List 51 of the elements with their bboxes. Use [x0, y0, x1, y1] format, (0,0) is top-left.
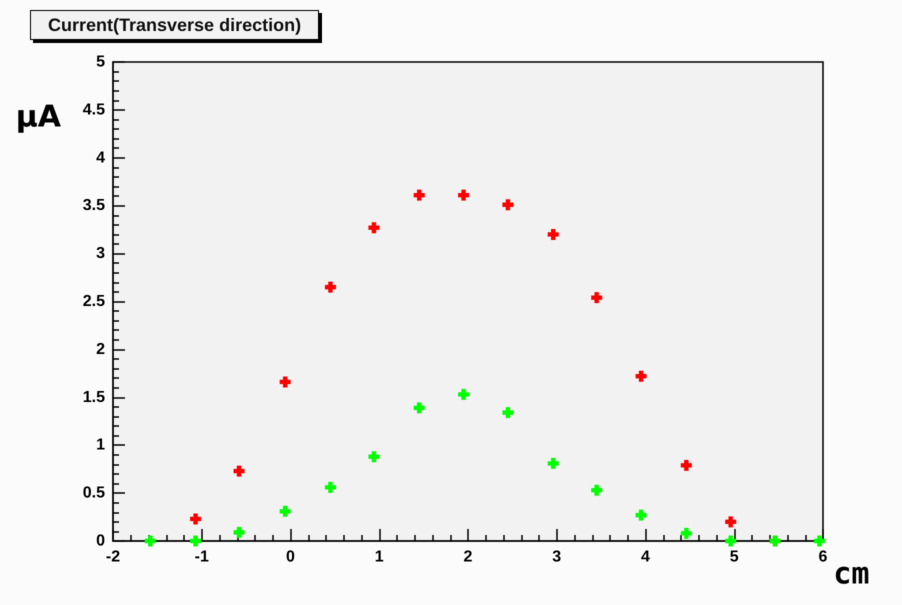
point	[548, 228, 559, 240]
point	[324, 282, 336, 293]
point	[280, 506, 291, 517]
x-tick-label: -1	[194, 548, 209, 566]
point	[548, 458, 559, 469]
x-tick-label: 6	[818, 548, 828, 566]
point	[814, 536, 825, 546]
point	[368, 222, 380, 234]
point	[636, 370, 647, 382]
y-tick-label: 4	[96, 149, 106, 166]
point	[144, 536, 156, 546]
y-tick-label: 0.5	[82, 484, 106, 502]
point	[636, 510, 647, 521]
point	[280, 376, 291, 388]
point	[725, 536, 736, 546]
x-tick-label: 0	[286, 548, 296, 566]
y-axis-title: μA	[16, 100, 62, 134]
point	[234, 466, 245, 477]
point	[502, 407, 514, 418]
y-tick-label: 2	[96, 340, 106, 358]
x-axis-title: cm	[833, 556, 870, 592]
point	[414, 402, 425, 414]
x-tick-label: 1	[374, 548, 384, 566]
x-tick-label: 3	[552, 548, 562, 566]
x-tick-label: 5	[730, 548, 739, 566]
y-tick-label: 3	[96, 245, 106, 262]
y-tick-label: 1.5	[82, 388, 106, 406]
y-tick-label: 5	[96, 54, 106, 70]
point	[591, 292, 602, 304]
point	[414, 190, 425, 201]
y-tick-label: 1	[96, 436, 106, 454]
y-tick-label: 3.5	[82, 197, 106, 214]
point	[591, 484, 602, 496]
y-tick-label: 4.5	[82, 101, 106, 118]
point	[190, 513, 202, 524]
point	[680, 460, 692, 471]
point	[324, 482, 336, 493]
chart-title: Current(Transverse direction)	[48, 15, 302, 35]
x-tick-label: 2	[464, 548, 473, 566]
point	[725, 516, 736, 528]
y-tick-label: 0	[96, 532, 106, 550]
point	[502, 199, 514, 210]
point	[458, 388, 470, 400]
point	[458, 190, 470, 201]
y-tick-label: 2.5	[82, 293, 106, 310]
point	[190, 536, 202, 546]
x-tick-label: 4	[641, 548, 650, 566]
point	[234, 526, 245, 538]
point	[368, 451, 380, 462]
x-tick-label: -2	[106, 548, 120, 566]
point	[680, 528, 692, 539]
